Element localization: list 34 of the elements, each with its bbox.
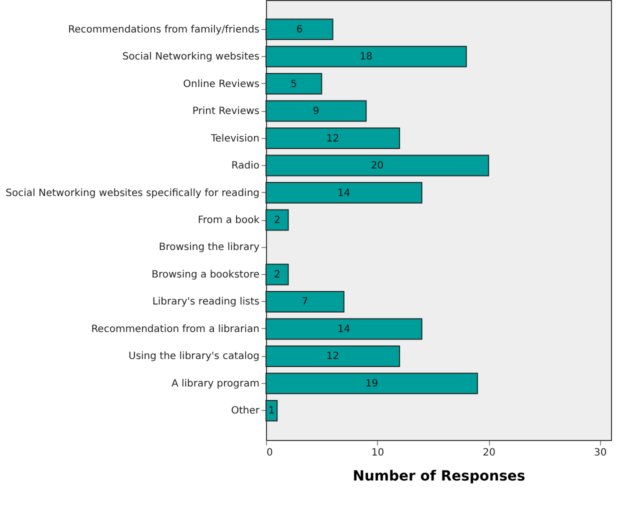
x-axis-title: Number of Responses	[352, 468, 526, 484]
y-tick-label: A library program	[171, 378, 260, 390]
data-label: 6	[296, 24, 303, 36]
y-tick-label: Browsing the library	[158, 242, 260, 254]
data-label: 20	[370, 160, 384, 172]
x-tick-label: 0	[266, 448, 273, 458]
y-tick-label: Using the library's catalog	[128, 351, 260, 362]
data-label: 5	[290, 78, 298, 90]
y-tick-label: Radio	[231, 160, 260, 172]
y-tick-label: From a book	[198, 215, 260, 226]
y-tick-label: Social Networking websites	[122, 52, 260, 63]
y-tick-label: Recommendation from a librarian	[91, 324, 260, 335]
y-tick-label: Online Reviews	[183, 78, 260, 90]
x-tick-label: 30	[594, 448, 607, 458]
y-tick-label: Social Networking websites specifically for reading	[6, 188, 260, 199]
data-label: 12	[326, 351, 340, 362]
data-label: 19	[365, 378, 378, 390]
data-label: 12	[326, 133, 340, 144]
data-label: 2	[274, 269, 280, 280]
x-tick-label: 20	[482, 448, 496, 458]
data-label: 14	[338, 188, 350, 199]
data-label: 9	[312, 106, 320, 118]
data-label: 2	[274, 215, 280, 226]
y-tick-label: Print Reviews	[192, 106, 260, 118]
y-tick-label: Other	[231, 406, 260, 417]
data-label: 1	[268, 406, 275, 417]
data-label: 18	[360, 52, 373, 63]
data-label: 7	[302, 296, 308, 308]
y-tick-label: Television	[210, 133, 260, 144]
x-tick-label: 10	[371, 448, 384, 458]
data-label: 14	[338, 324, 350, 335]
y-tick-label: Recommendations from family/friends	[68, 24, 260, 36]
y-tick-label: Browsing a bookstore	[152, 269, 260, 280]
y-tick-label: Library's reading lists	[152, 296, 260, 308]
